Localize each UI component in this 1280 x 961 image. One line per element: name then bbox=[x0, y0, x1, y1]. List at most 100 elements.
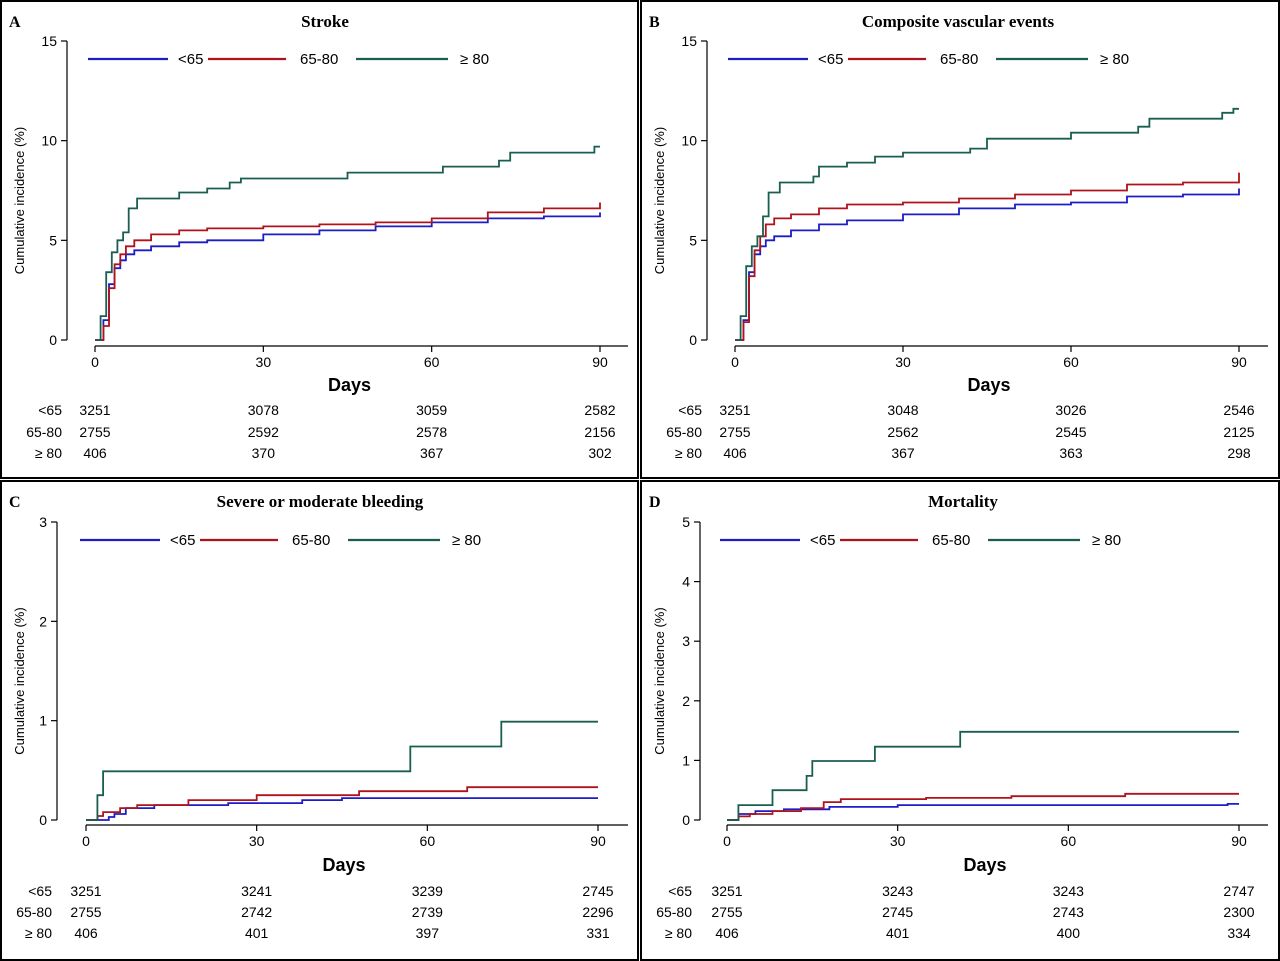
panel-d: D Mortality 0 1 2 3 4 5 0 30 60 90 Cumulative incide… bbox=[640, 480, 1280, 961]
risk-value: 3251 bbox=[711, 883, 742, 899]
risk-value: 2296 bbox=[582, 904, 613, 920]
y-tick-label: 4 bbox=[682, 574, 690, 590]
series-line-65-80 bbox=[735, 172, 1240, 341]
panel-b: B Composite vascular events 0 5 10 15 0 30 60 90 C… bbox=[640, 0, 1280, 479]
legend-label: ≥ 80 bbox=[1092, 532, 1121, 549]
panel-letter: A bbox=[9, 14, 21, 31]
risk-row-label: <65 bbox=[668, 883, 692, 899]
y-tick-label: 1 bbox=[39, 713, 47, 729]
risk-value: 2156 bbox=[584, 424, 615, 440]
risk-value: 3059 bbox=[416, 402, 447, 418]
risk-value: 3243 bbox=[882, 883, 913, 899]
risk-value: 2545 bbox=[1055, 424, 1086, 440]
series-line-ge80 bbox=[95, 145, 600, 341]
legend-label: <65 bbox=[170, 532, 195, 549]
y-tick-label: 10 bbox=[681, 133, 697, 149]
risk-row-label: 65-80 bbox=[656, 904, 692, 920]
y-tick-label: 5 bbox=[49, 232, 57, 248]
legend-label: 65-80 bbox=[300, 51, 338, 68]
x-axis-label: Days bbox=[963, 855, 1006, 875]
panel-title: Severe or moderate bleeding bbox=[217, 492, 424, 511]
risk-value: 406 bbox=[83, 445, 107, 461]
y-tick-label: 5 bbox=[682, 514, 690, 530]
risk-value: 401 bbox=[886, 925, 910, 941]
risk-value: 2742 bbox=[241, 904, 272, 920]
y-tick-label: 1 bbox=[682, 752, 690, 768]
risk-value: 363 bbox=[1059, 445, 1083, 461]
series-line-65-80 bbox=[95, 202, 601, 341]
risk-row-label: 65-80 bbox=[16, 904, 52, 920]
x-tick-label: 0 bbox=[723, 833, 731, 849]
x-tick-label: 0 bbox=[82, 833, 90, 849]
series-line-ge80 bbox=[86, 720, 598, 821]
risk-value: 2582 bbox=[584, 402, 615, 418]
risk-value: 2745 bbox=[582, 883, 613, 899]
panel-title: Stroke bbox=[301, 12, 349, 31]
risk-value: 2562 bbox=[887, 424, 918, 440]
risk-value: 3048 bbox=[887, 402, 918, 418]
panel-title: Mortality bbox=[928, 492, 998, 511]
risk-value: 3026 bbox=[1055, 402, 1086, 418]
panel-frame bbox=[640, 480, 1280, 961]
x-tick-label: 30 bbox=[890, 833, 906, 849]
risk-value: 2755 bbox=[70, 904, 101, 920]
risk-value: 2743 bbox=[1053, 904, 1084, 920]
risk-value: 400 bbox=[1057, 925, 1081, 941]
series-line-65-80 bbox=[86, 786, 598, 821]
series-line-65-80 bbox=[727, 792, 1239, 821]
x-axis-label: Days bbox=[322, 855, 365, 875]
legend-label: <65 bbox=[178, 51, 203, 68]
risk-row-label: <65 bbox=[28, 883, 52, 899]
risk-value: 331 bbox=[586, 925, 610, 941]
panel-letter: D bbox=[649, 494, 661, 511]
panel-a: A Stroke 0 5 10 15 0 30 60 90 Cumulative incidence… bbox=[0, 0, 639, 479]
series-line-lt65 bbox=[95, 212, 601, 341]
risk-value: 2739 bbox=[412, 904, 443, 920]
series-line-ge80 bbox=[727, 730, 1239, 821]
risk-row-label: ≥ 80 bbox=[665, 925, 692, 941]
panel-frame bbox=[0, 480, 639, 961]
panel-frame bbox=[0, 0, 639, 479]
legend-label: <65 bbox=[818, 51, 843, 68]
series-line-lt65 bbox=[727, 803, 1239, 821]
y-axis-label: Cumulative incidence (%) bbox=[12, 127, 27, 274]
y-axis-label: Cumulative incidence (%) bbox=[652, 127, 667, 274]
x-axis-label: Days bbox=[967, 375, 1010, 395]
risk-row-label: 65-80 bbox=[666, 424, 702, 440]
risk-value: 2747 bbox=[1223, 883, 1254, 899]
legend-label: ≥ 80 bbox=[1100, 51, 1129, 68]
y-tick-label: 2 bbox=[682, 693, 690, 709]
y-axis-label: Cumulative incidence (%) bbox=[652, 607, 667, 754]
legend-label: ≥ 80 bbox=[452, 532, 481, 549]
risk-row-label: ≥ 80 bbox=[35, 445, 62, 461]
risk-value: 2546 bbox=[1223, 402, 1254, 418]
risk-value: 2592 bbox=[248, 424, 279, 440]
risk-row-label: 65-80 bbox=[26, 424, 62, 440]
y-tick-label: 0 bbox=[49, 332, 57, 348]
panel-letter: C bbox=[9, 494, 21, 511]
x-tick-label: 90 bbox=[1231, 833, 1247, 849]
risk-value: 2755 bbox=[711, 904, 742, 920]
panel-title: Composite vascular events bbox=[862, 12, 1055, 31]
risk-value: 397 bbox=[416, 925, 440, 941]
x-tick-label: 60 bbox=[420, 833, 436, 849]
y-tick-label: 15 bbox=[681, 33, 697, 49]
legend-label: ≥ 80 bbox=[460, 51, 489, 68]
legend-label: 65-80 bbox=[292, 532, 330, 549]
risk-value: 3239 bbox=[412, 883, 443, 899]
risk-value: 2755 bbox=[719, 424, 750, 440]
risk-value: 406 bbox=[723, 445, 747, 461]
risk-value: 406 bbox=[715, 925, 739, 941]
risk-value: 3251 bbox=[70, 883, 101, 899]
legend-label: <65 bbox=[810, 532, 835, 549]
risk-value: 3243 bbox=[1053, 883, 1084, 899]
y-tick-label: 5 bbox=[689, 232, 697, 248]
y-tick-label: 2 bbox=[39, 613, 47, 629]
series-line-lt65 bbox=[735, 188, 1240, 341]
x-tick-label: 30 bbox=[256, 354, 272, 370]
risk-value: 3241 bbox=[241, 883, 272, 899]
y-tick-label: 0 bbox=[682, 812, 690, 828]
series-line-lt65 bbox=[86, 797, 598, 821]
